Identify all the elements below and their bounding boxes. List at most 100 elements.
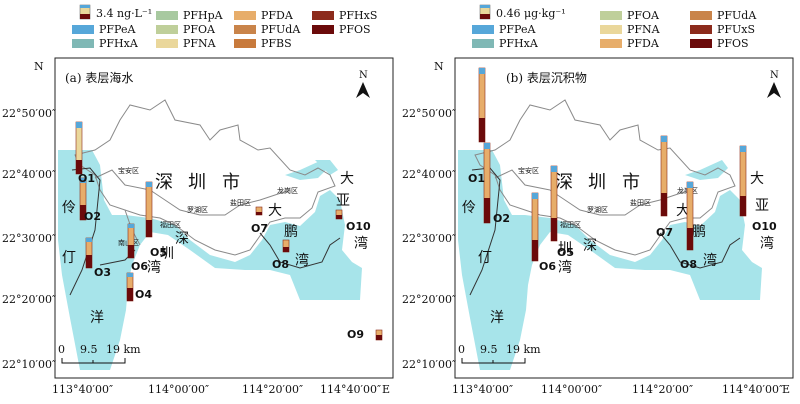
x-tick: 114°40′00″ [722, 383, 783, 396]
legend-item: PFOS [717, 37, 749, 50]
legend-scale: 0.46 μg·kg⁻¹ [496, 7, 566, 20]
y-tick: 22°30′00″ [402, 232, 456, 245]
north-arrow-icon: N [356, 70, 370, 98]
coastline [474, 99, 736, 256]
north-axis-label: N [434, 60, 444, 73]
bay-label: 湾 [295, 252, 309, 269]
bay-label: 鹏 [692, 224, 706, 240]
district-label: 盐田区 [230, 198, 251, 207]
panel-label: (b) 表层沉积物 [506, 71, 587, 85]
y-tick: 22°20′00″ [2, 293, 56, 306]
site-bar [478, 67, 486, 143]
bay-boundary [659, 232, 741, 269]
site-label: O5 [557, 246, 574, 259]
stacked-bar-legend-icon [479, 4, 491, 20]
site-label: O5 [150, 246, 167, 259]
legend-item: PFHxA [99, 37, 139, 50]
site-label: O6 [131, 260, 148, 273]
bay-label: 鹏 [284, 224, 298, 240]
site-labels-a: O1 O2 O3 O4 O5 O6 O7 O8 O9 O10 [78, 172, 371, 341]
legend-item: PFUdA [717, 9, 757, 22]
bay-label: 深 [583, 238, 597, 254]
site-bar [282, 239, 290, 253]
x-axis-a: 113°40′00″ 114°00′00″ 114°20′00″ 114°40′… [52, 383, 390, 396]
x-tick: 114°00′00″ [541, 383, 602, 396]
scale-label: 19 km [506, 343, 541, 356]
y-tick: 22°10′00″ [402, 358, 456, 371]
legend-item: PFUdA [261, 23, 301, 36]
bay-label: 大 [268, 203, 282, 219]
east-axis-label: E [382, 383, 390, 396]
x-tick: 114°40′00″ [320, 383, 381, 396]
site-label: O1 [468, 172, 485, 185]
x-tick: 114°20′00″ [242, 383, 303, 396]
scale-label: 9.5 [80, 343, 98, 356]
y-tick: 22°40′00″ [2, 168, 56, 181]
bay-label: 湾 [147, 259, 161, 276]
district-label: 罗湖区 [187, 205, 208, 214]
city-label: 深 [155, 172, 173, 193]
map-frame [54, 57, 394, 379]
city-label: 圳 [188, 172, 206, 193]
scale-label: 19 km [106, 343, 141, 356]
site-label: O4 [135, 288, 152, 301]
site-bar [739, 145, 747, 217]
legend-item: PFOS [339, 23, 371, 36]
site-label: O8 [680, 258, 697, 271]
legend-item: PFOA [183, 23, 216, 36]
site-label: O10 [752, 220, 777, 233]
y-tick: 22°40′00″ [402, 168, 456, 181]
bay-label: 亚 [755, 198, 769, 214]
site-bar [483, 142, 491, 224]
city-label: 市 [622, 172, 640, 193]
scale-label: 9.5 [480, 343, 498, 356]
y-tick: 22°10′00″ [2, 358, 56, 371]
legend-item: PFNA [627, 23, 661, 36]
bay-label: 湾 [703, 252, 717, 269]
city-label: 市 [222, 172, 240, 193]
site-label: O6 [539, 260, 556, 273]
legend-item: PFPeA [99, 23, 136, 36]
bay-label: 湾 [354, 235, 368, 252]
district-label: 福田区 [160, 220, 181, 229]
estuary-boundary-west [69, 167, 101, 296]
bay-label: 湾 [760, 235, 774, 252]
y-tick: 22°20′00″ [402, 293, 456, 306]
legend-item: PFHpA [183, 9, 224, 22]
legend-item: PFDA [261, 9, 294, 22]
sea-label: 洋 [90, 310, 104, 326]
sea-label: 伶 [62, 200, 76, 216]
site-bar [255, 206, 263, 216]
north-axis-label: N [34, 60, 44, 73]
sea-area [58, 150, 362, 370]
district-label: 龙岗区 [277, 186, 298, 195]
site-bar [660, 135, 668, 217]
x-tick: 113°40′00″ [52, 383, 113, 396]
place-labels-a: 深 圳 市 伶 仃 洋 大 亚 湾 大 鹏 湾 深 圳 湾 [62, 171, 368, 326]
legend-a: 3.4 ng·L⁻¹ PFPeA PFHxA PFHpA PFOA PFNA P… [72, 4, 377, 50]
site-bar [375, 329, 383, 341]
y-tick: 22°50′00″ [2, 107, 56, 120]
site-bars-a [75, 121, 383, 341]
site-bar [335, 209, 343, 220]
bay-label: 大 [340, 171, 354, 187]
stacked-bar-legend-icon [79, 4, 91, 20]
svg-text:N: N [770, 70, 779, 81]
site-labels-b: O1 O2 O5 O6 O7 O8 O10 [468, 172, 777, 273]
city-label: 圳 [588, 172, 606, 193]
bay-label: 大 [750, 171, 764, 187]
sea-label: 仃 [478, 250, 492, 266]
x-tick: 114°00′00″ [148, 383, 209, 396]
site-bar [550, 165, 558, 242]
site-bar [145, 181, 153, 238]
site-label: O7 [251, 222, 268, 235]
site-bar [75, 121, 83, 175]
panel-a: N 宝安区 南山区 福田区 罗湖区 盐田区 龙岗区 [2, 4, 394, 396]
x-tick: 113°40′00″ [452, 383, 513, 396]
site-bars-b [478, 67, 747, 262]
bay-label: 湾 [558, 259, 572, 276]
district-label: 宝安区 [518, 166, 539, 175]
site-bar [79, 177, 87, 221]
legend-b: 0.46 μg·kg⁻¹ PFPeA PFHxA PFOA PFNA PFDA … [472, 4, 757, 50]
